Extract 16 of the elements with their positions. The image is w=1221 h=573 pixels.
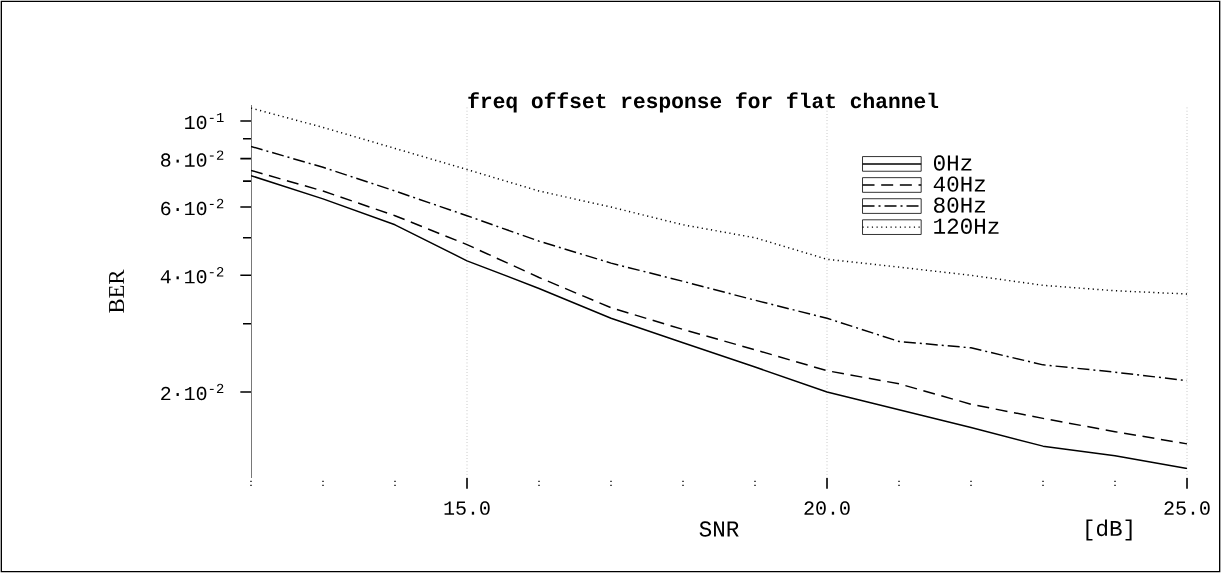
x-tick-label: 20.0	[804, 501, 850, 515]
legend-label: 120Hz	[934, 218, 999, 234]
y-tick-label: 10$^{-1}$	[185, 112, 224, 130]
y-tick-label: 8·10$^{-2}$	[161, 150, 224, 167]
y-tick-label: 4·10$^{-2}$	[160, 267, 224, 284]
y-tick-label: 2·10$^{-2}$	[161, 383, 224, 401]
legend-label: 0Hz	[933, 155, 972, 171]
legend-label: 40Hz	[933, 176, 985, 192]
y-axis-title: BER	[109, 269, 124, 313]
y-tick-label: 6·10$^{-2}$	[161, 198, 224, 216]
chart-title: freq offset response for flat channel	[468, 92, 939, 113]
x-axis-title: SNR	[699, 521, 739, 537]
x-tick-label: 15.0	[444, 501, 490, 515]
legend-label: 80Hz	[934, 197, 985, 213]
text: [dB]	[1086, 519, 1132, 541]
x-tick-label: 25.0	[1164, 501, 1210, 515]
